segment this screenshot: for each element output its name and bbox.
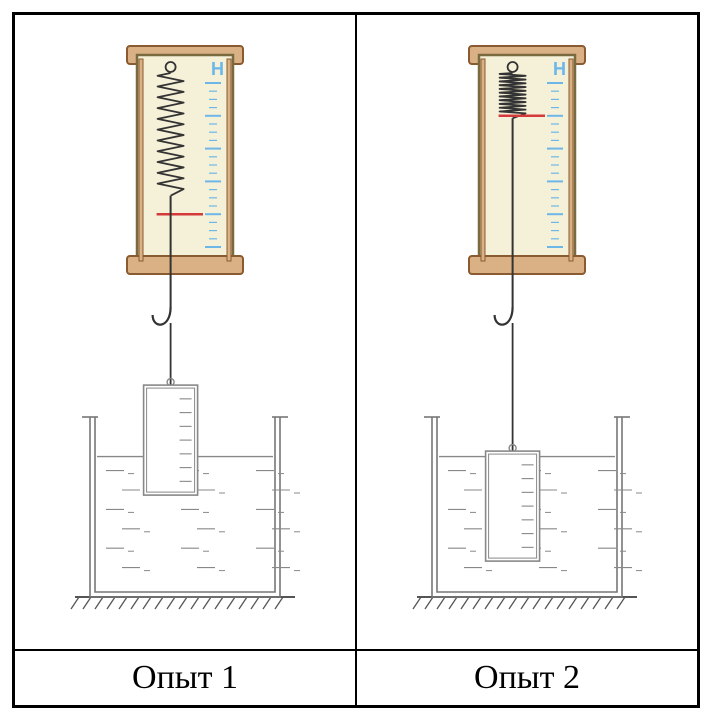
svg-text:Н: Н (211, 59, 224, 79)
svg-text:Н: Н (553, 59, 566, 79)
diagram-exp2: Н (387, 37, 667, 627)
experiment-table: Н Н Опыт 1 Опыт 2 (12, 12, 700, 708)
diagram-row: Н Н (14, 14, 698, 650)
cell-exp1-diagram: Н (14, 14, 356, 650)
label-exp2: Опыт 2 (356, 650, 698, 706)
diagram-exp1: Н (45, 37, 325, 627)
cell-exp2-diagram: Н (356, 14, 698, 650)
label-exp1: Опыт 1 (14, 650, 356, 706)
label-row: Опыт 1 Опыт 2 (14, 650, 698, 706)
